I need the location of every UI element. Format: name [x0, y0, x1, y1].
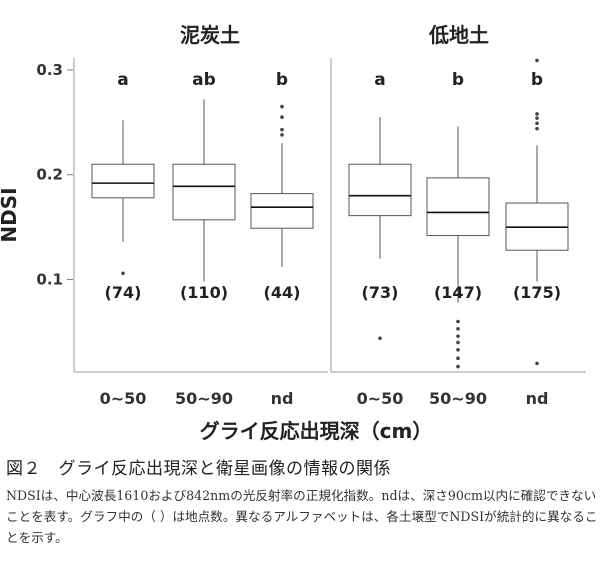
chart-root: NDSI0.10.20.3泥炭土a(74)0~50ab(110)50~90b(4…	[0, 23, 586, 443]
box	[172, 163, 236, 221]
sample-count: (175)	[513, 283, 561, 302]
box	[426, 177, 490, 237]
panel-title: 低地土	[428, 23, 489, 47]
x-tick-label: nd	[271, 389, 294, 408]
sample-count: (147)	[434, 283, 482, 302]
outlier-point	[535, 121, 539, 126]
x-tick-label: nd	[526, 389, 549, 408]
box	[348, 163, 412, 217]
significance-letter: a	[117, 70, 128, 90]
figure-note: NDSIは、中心波長1610および842nmの光反射率の正規化指数。ndは、深さ…	[6, 488, 598, 545]
x-tick-label: 50~90	[429, 389, 487, 408]
x-axis-label: グライ反応出現深（cm）	[200, 419, 433, 443]
x-tick-label: 0~50	[100, 389, 147, 408]
outlier-point	[535, 361, 539, 366]
x-tick-label: 50~90	[175, 389, 233, 408]
outlier-point	[535, 112, 539, 116]
y-axis-label: NDSI	[0, 187, 21, 242]
significance-letter: b	[452, 70, 464, 90]
outlier-point	[280, 133, 284, 137]
sample-count: (74)	[105, 283, 142, 302]
outlier-point	[121, 271, 125, 276]
box	[250, 193, 314, 229]
outlier-point	[378, 336, 382, 341]
outlier-point	[456, 327, 460, 331]
outlier-point	[456, 356, 460, 360]
significance-letter: b	[531, 70, 543, 90]
x-tick-label: 0~50	[357, 389, 404, 408]
significance-letter: ab	[192, 70, 216, 90]
sample-count: (73)	[362, 283, 399, 302]
figure-caption: 図２ グライ反応出現深と衛星画像の情報の関係	[6, 459, 391, 479]
outlier-point	[535, 126, 539, 131]
y-tick-label: 0.3	[36, 61, 63, 79]
outlier-point	[280, 104, 284, 109]
y-tick-label: 0.1	[36, 271, 63, 289]
outlier-point	[535, 58, 539, 63]
outlier-point	[456, 340, 460, 345]
outlier-point	[456, 348, 460, 352]
panel-title: 泥炭土	[180, 23, 240, 47]
sample-count: (44)	[264, 283, 301, 302]
box-plot-chart: NDSI0.10.20.3泥炭土a(74)0~50ab(110)50~90b(4…	[0, 23, 586, 443]
sample-count: (110)	[180, 283, 228, 302]
outlier-point	[456, 364, 460, 369]
significance-letter: a	[374, 70, 385, 90]
outlier-point	[280, 127, 284, 132]
y-tick-label: 0.2	[36, 166, 63, 184]
box	[91, 163, 155, 199]
outlier-point	[280, 115, 284, 119]
significance-letter: b	[276, 70, 288, 90]
outlier-point	[535, 116, 539, 120]
outlier-point	[456, 334, 460, 338]
outlier-point	[456, 319, 460, 324]
